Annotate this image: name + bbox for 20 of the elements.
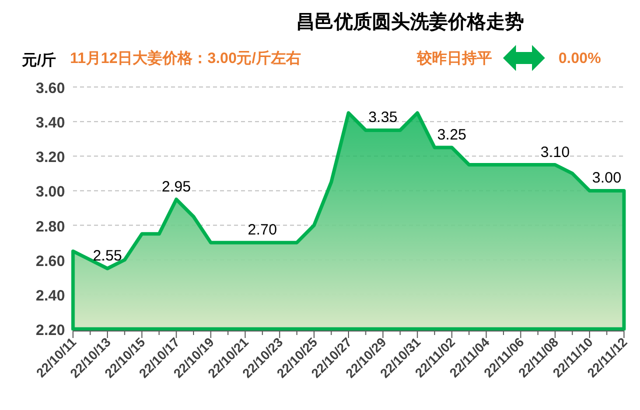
- y-axis-title: 元/斤: [21, 52, 56, 69]
- y-tick-label: 3.60: [36, 80, 65, 97]
- annotation: 2.55: [92, 248, 122, 264]
- y-tick-label: 2.60: [36, 252, 65, 270]
- annotation: 2.95: [162, 178, 191, 196]
- y-tick-label: 3.40: [36, 114, 65, 132]
- annotation: 3.10: [540, 144, 570, 161]
- annotation: 3.00: [592, 170, 622, 187]
- text: 11月12日大姜价格：3.00元/斤左右: [70, 49, 301, 67]
- y-tick-label: 3.00: [36, 184, 65, 201]
- y-tick-label: 2.20: [36, 322, 65, 339]
- text: 0.00%: [558, 50, 601, 67]
- text: 较昨日持平: [416, 50, 492, 67]
- annotation: 3.25: [437, 126, 466, 144]
- chart-title: 昌邑优质圆头洗姜价格走势: [296, 11, 524, 33]
- annotation: 3.35: [368, 109, 398, 126]
- y-tick-label: 2.40: [36, 287, 65, 304]
- y-tick-label: 2.80: [36, 218, 65, 236]
- annotation: 2.70: [248, 222, 278, 239]
- y-tick-label: 3.20: [36, 149, 65, 166]
